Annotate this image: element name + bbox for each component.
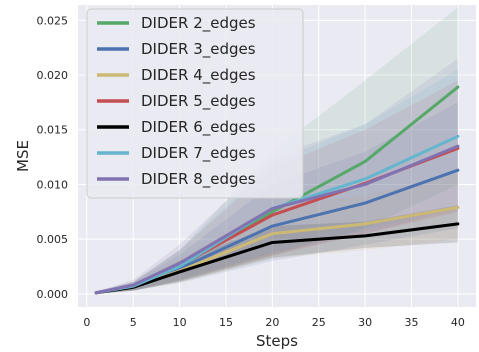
- legend-label: DIDER 6_edges: [141, 118, 256, 137]
- legend-label: DIDER 8_edges: [141, 170, 256, 189]
- legend-label: DIDER 5_edges: [141, 92, 256, 111]
- x-tick-label: 0: [83, 316, 90, 329]
- series-lines: [94, 85, 460, 295]
- x-tick-label: 35: [405, 316, 419, 329]
- y-tick-label: 0.005: [37, 233, 69, 246]
- y-tick-label: 0.025: [37, 14, 69, 27]
- x-tick-label: 30: [358, 316, 372, 329]
- y-tick-label: 0.000: [37, 288, 69, 301]
- y-tick-labels: 0.000 0.005 0.010 0.015 0.020 0.025: [37, 14, 69, 301]
- x-tick-label: 40: [451, 316, 465, 329]
- x-axis-label: Steps: [256, 332, 298, 350]
- x-tick-label: 10: [173, 316, 187, 329]
- y-tick-label: 0.010: [37, 178, 69, 191]
- y-axis-label: MSE: [14, 140, 32, 172]
- legend-box: [86, 8, 304, 199]
- legend-label: DIDER 2_edges: [141, 14, 256, 33]
- x-tick-label: 5: [130, 316, 137, 329]
- x-tick-label: 20: [265, 316, 279, 329]
- legend: DIDER 2_edges DIDER 3_edges DIDER 4_edges D…: [86, 8, 304, 199]
- x-tick-label: 25: [312, 316, 326, 329]
- x-tick-label: 15: [219, 316, 233, 329]
- legend-label: DIDER 7_edges: [141, 144, 256, 163]
- x-tick-labels: 0 5 10 15 20 25 30 35 40: [83, 316, 465, 329]
- series-line: [94, 144, 460, 295]
- y-tick-label: 0.020: [37, 69, 69, 82]
- series-band: [96, 205, 458, 294]
- legend-label: DIDER 4_edges: [141, 66, 256, 85]
- legend-label: DIDER 3_edges: [141, 40, 256, 59]
- y-tick-label: 0.015: [37, 124, 69, 137]
